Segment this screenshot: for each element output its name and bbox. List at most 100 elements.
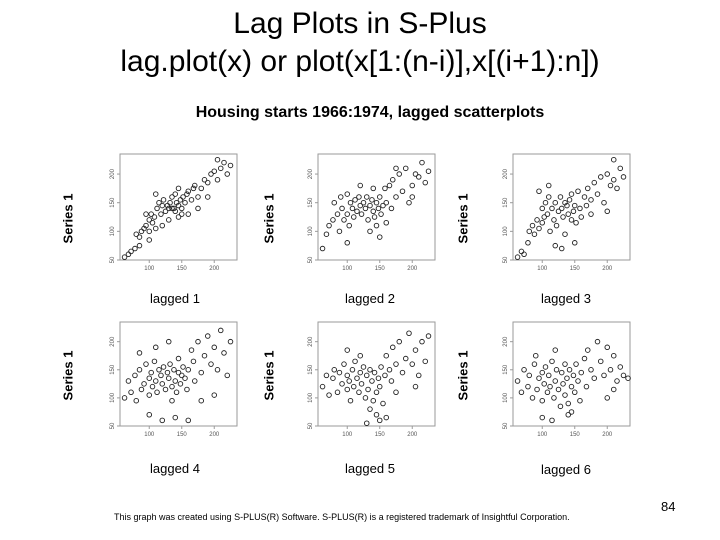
data-point	[539, 220, 546, 226]
data-point	[584, 185, 591, 192]
data-point	[373, 389, 380, 396]
data-point	[141, 381, 147, 387]
data-point	[214, 177, 221, 183]
data-point	[570, 372, 577, 379]
data-point	[594, 191, 601, 197]
panel-4: 100 150 200 50 100 150 200	[104, 320, 239, 440]
data-point	[148, 369, 154, 376]
data-point	[406, 199, 412, 206]
data-point	[185, 211, 191, 217]
data-point	[402, 355, 409, 362]
data-point	[565, 211, 571, 217]
data-point	[369, 378, 375, 384]
data-point	[570, 208, 577, 215]
data-point	[533, 352, 539, 359]
data-point	[409, 194, 415, 200]
data-point	[382, 372, 388, 379]
panel-3-xlabel: lagged 3	[541, 291, 591, 306]
data-point	[153, 191, 159, 197]
data-point	[376, 417, 383, 424]
data-point	[525, 383, 531, 390]
data-point	[172, 191, 178, 197]
data-point	[571, 240, 578, 246]
panel-6-ylabel: Series 1	[455, 350, 471, 401]
data-point	[164, 369, 171, 376]
data-point	[539, 414, 546, 421]
y-tick-label: 100	[503, 226, 509, 237]
data-point	[217, 327, 224, 334]
data-point	[393, 389, 399, 396]
data-point	[534, 217, 540, 223]
data-point	[211, 392, 217, 398]
data-point	[577, 205, 583, 212]
data-point	[364, 420, 370, 426]
data-point	[357, 182, 364, 189]
data-point	[172, 414, 178, 421]
data-point	[132, 372, 138, 379]
data-point	[539, 205, 546, 212]
data-point	[185, 367, 191, 373]
data-point	[383, 414, 389, 421]
data-point	[362, 395, 369, 401]
data-point	[136, 242, 143, 249]
data-point	[344, 386, 351, 393]
data-point	[169, 205, 175, 212]
data-point	[354, 375, 360, 381]
data-point	[204, 333, 211, 339]
data-point	[565, 400, 571, 407]
x-tick-label: 200	[209, 432, 220, 438]
data-point	[128, 389, 134, 396]
data-point	[559, 369, 565, 376]
data-point	[195, 205, 201, 212]
data-point	[346, 378, 352, 384]
plot-frame	[119, 321, 238, 427]
data-point	[409, 182, 415, 189]
data-point	[396, 171, 402, 177]
data-point	[541, 214, 547, 220]
y-tick-label: 200	[110, 336, 116, 347]
data-point	[620, 174, 627, 180]
y-tick-label: 50	[503, 422, 509, 429]
data-point	[136, 234, 143, 240]
y-tick-label: 100	[110, 226, 116, 237]
data-point	[344, 372, 351, 379]
data-point	[133, 397, 140, 404]
x-tick-label: 100	[537, 432, 548, 438]
data-point	[125, 251, 132, 258]
plot-frame	[512, 153, 631, 261]
data-point	[204, 179, 211, 186]
panel-3-ylabel: Series 1	[455, 193, 471, 244]
data-point	[178, 205, 185, 212]
data-point	[156, 367, 162, 373]
data-point	[178, 372, 185, 379]
data-point	[360, 364, 367, 370]
data-point	[349, 205, 356, 212]
data-point	[564, 202, 570, 209]
data-point	[167, 199, 173, 206]
data-point	[539, 369, 546, 376]
data-point	[518, 389, 525, 396]
data-point	[412, 383, 419, 390]
data-point	[330, 217, 336, 223]
data-point	[610, 386, 617, 393]
data-point	[536, 188, 542, 194]
data-point	[224, 372, 230, 379]
x-tick-label: 150	[570, 266, 581, 272]
data-point	[566, 367, 573, 373]
data-point	[575, 188, 581, 194]
data-point	[166, 338, 172, 345]
data-point	[553, 222, 560, 229]
data-point	[610, 156, 617, 163]
data-point	[544, 389, 551, 396]
data-point	[541, 381, 547, 387]
panel-5-ylabel: Series 1	[261, 350, 277, 401]
data-point	[581, 355, 588, 362]
data-point	[604, 395, 610, 401]
data-point	[553, 367, 560, 373]
data-point	[588, 197, 594, 203]
x-tick-label: 200	[209, 266, 220, 272]
x-tick-label: 150	[375, 266, 386, 272]
data-point	[334, 211, 341, 217]
data-point	[573, 220, 579, 226]
data-point	[217, 165, 224, 172]
